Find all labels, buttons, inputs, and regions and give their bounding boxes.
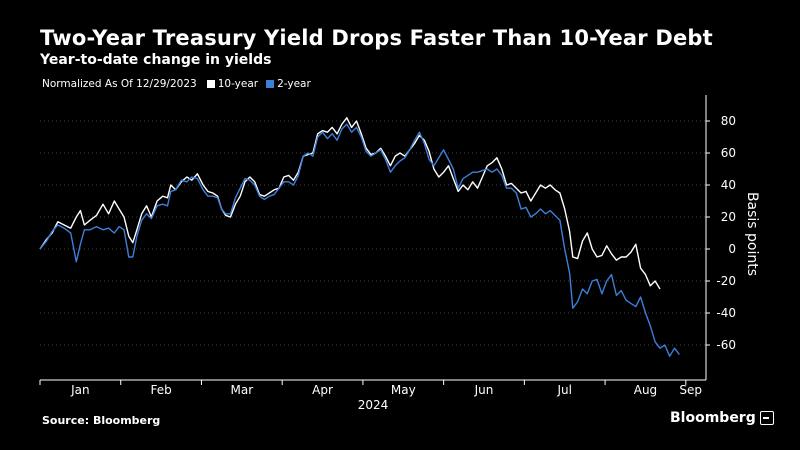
x-axis-year-label: 2024	[358, 398, 389, 412]
legend-item-2-year: 2-year	[266, 78, 311, 90]
y-tick-label: 80	[721, 114, 736, 128]
y-tick-label: 60	[721, 146, 736, 160]
y-tick-label: -20	[716, 274, 736, 288]
series-lines	[39, 117, 680, 357]
x-tick-label: Jul	[556, 383, 571, 397]
series-line-2-year	[39, 123, 680, 357]
y-tick-label: 0	[728, 242, 736, 256]
y-axis: 80 60 40 20 0 -20 -40 -60	[705, 95, 736, 380]
chart-subtitle: Year-to-date change in yields	[40, 52, 272, 68]
bloomberg-terminal-icon	[759, 411, 774, 425]
x-tick-label: Mar	[230, 383, 253, 397]
chart-title: Two-Year Treasury Yield Drops Faster Tha…	[40, 26, 713, 50]
brand-name: Bloomberg	[670, 410, 756, 426]
x-tick-label: Sep	[679, 383, 702, 397]
x-tick-label: Aug	[634, 383, 657, 397]
normalization-note: Normalized As Of 12/29/2023	[42, 78, 197, 90]
bloomberg-logo: Bloomberg	[670, 410, 774, 426]
legend-item-10-year: 10-year	[206, 78, 259, 90]
x-tick-label: Feb	[150, 383, 171, 397]
grid-lines	[40, 120, 706, 346]
y-tick-label: 40	[721, 178, 736, 192]
x-axis: Jan Feb Mar Apr May Jun Jul Aug Sep	[39, 379, 706, 397]
legend-label-10-year: 10-year	[217, 78, 259, 90]
legend-swatch-2-year	[266, 80, 275, 88]
y-tick-label: -60	[716, 338, 736, 352]
y-tick-label: -40	[716, 306, 736, 320]
x-tick-label: May	[391, 383, 416, 397]
y-axis-label: Basis points	[744, 192, 760, 276]
x-tick-label: Jan	[70, 383, 90, 397]
source-note: Source: Bloomberg	[42, 414, 161, 427]
legend-swatch-10-year	[206, 80, 215, 88]
legend-label-2-year: 2-year	[277, 78, 311, 90]
y-tick-label: 20	[721, 210, 736, 224]
x-tick-label: Apr	[312, 383, 333, 397]
legend: Normalized As Of 12/29/2023 10-year 2-ye…	[42, 78, 319, 90]
x-tick-label: Jun	[474, 383, 494, 397]
